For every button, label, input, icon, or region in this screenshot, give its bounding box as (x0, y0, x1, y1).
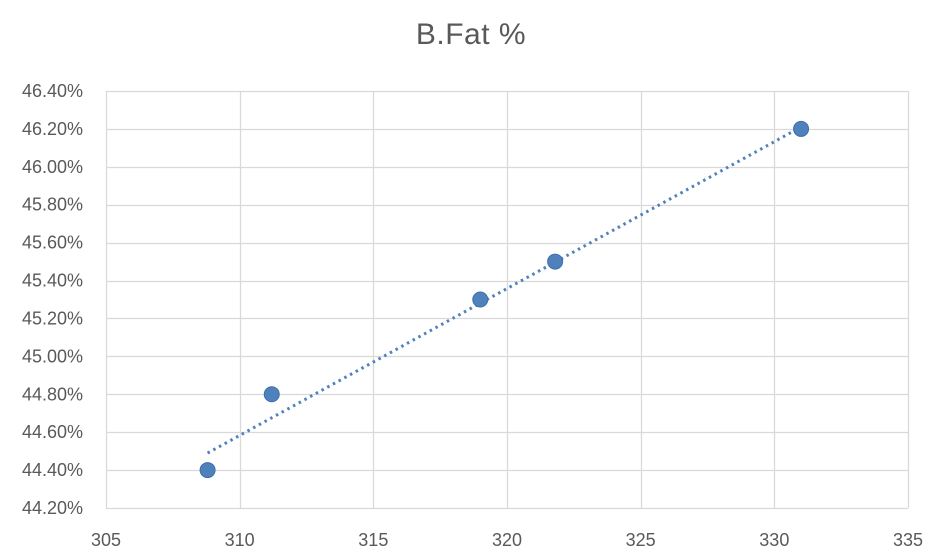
data-point (793, 120, 810, 137)
data-point (547, 253, 564, 270)
x-tick-label: 310 (225, 530, 255, 550)
y-tick-label: 45.80% (22, 195, 83, 215)
data-point-layer (199, 120, 810, 479)
x-tick-label: 330 (759, 530, 789, 550)
y-tick-label: 45.60% (22, 233, 83, 253)
x-tick-label: 305 (91, 530, 121, 550)
y-tick-label: 46.00% (22, 157, 83, 177)
y-tick-label: 45.20% (22, 308, 83, 328)
y-tick-label: 44.80% (22, 384, 83, 404)
y-tick-label: 44.40% (22, 460, 83, 480)
y-tick-label: 44.20% (22, 498, 83, 518)
data-point (263, 386, 280, 403)
trendline (206, 125, 802, 455)
chart-title: B.Fat % (415, 18, 527, 51)
x-tick-label: 325 (626, 530, 656, 550)
grid-layer (105, 90, 910, 510)
tick-label-layer: 44.20% 44.40% 44.60% 44.80% 45.00% 45.20% 45.4… (22, 81, 923, 550)
y-tick-label: 45.00% (22, 346, 83, 366)
trendline-layer (206, 125, 802, 455)
data-point (199, 462, 216, 479)
y-tick-label: 46.40% (22, 81, 83, 101)
y-tick-label: 45.40% (22, 271, 83, 291)
x-tick-label: 320 (492, 530, 522, 550)
x-tick-label: 315 (358, 530, 388, 550)
y-tick-label: 46.20% (22, 119, 83, 139)
y-tick-label: 44.60% (22, 422, 83, 442)
x-tick-label: 335 (893, 530, 923, 550)
data-point (472, 291, 489, 308)
